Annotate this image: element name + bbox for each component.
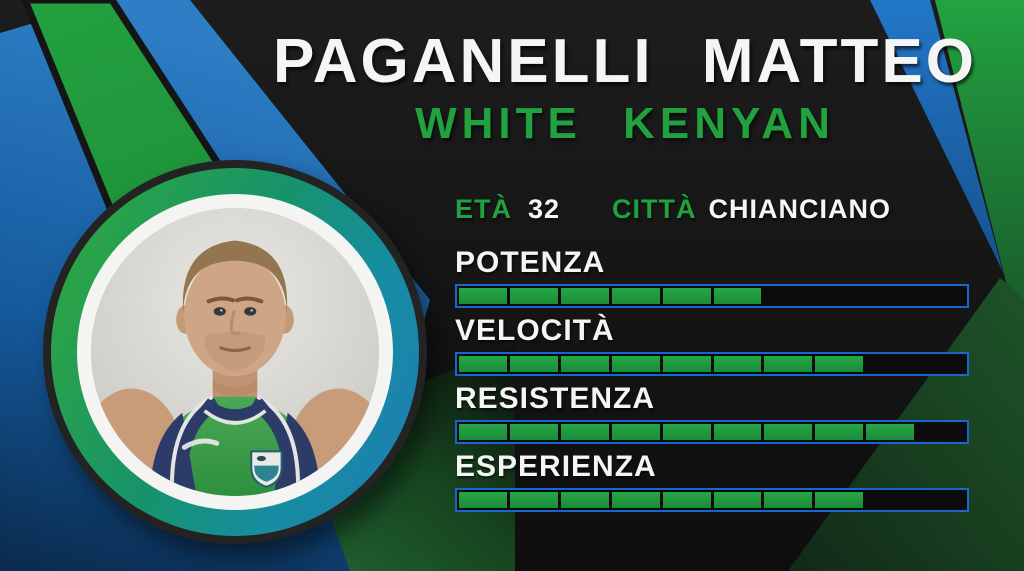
- bg-blue-stripe-top-right: [870, 0, 1003, 272]
- stat-segment-empty: [764, 288, 812, 304]
- player-nickname-subtitle: WHITE KENYAN: [415, 99, 835, 149]
- stat-bar: [455, 420, 969, 444]
- stat-segment-filled: [713, 492, 762, 508]
- player-portrait-illustration: [91, 208, 379, 496]
- stat-segment-filled: [611, 288, 660, 304]
- age-label: ETÀ: [455, 194, 512, 224]
- stat-segment-filled: [815, 356, 864, 372]
- stat-segment-filled: [560, 356, 609, 372]
- stat-segment-filled: [815, 424, 864, 440]
- stat-segment-filled: [560, 424, 609, 440]
- stat-segment-filled: [611, 424, 660, 440]
- stat-segment-filled: [662, 424, 711, 440]
- player-photo-frame: [43, 160, 427, 544]
- stat-segment-empty: [917, 492, 965, 508]
- bg-green-corner-top-right: [935, 0, 1024, 300]
- stat-label: VELOCITÀ: [455, 314, 615, 347]
- stat-segment-filled: [662, 356, 711, 372]
- stat-segment-filled: [509, 492, 558, 508]
- header: PAGANELLI MATTEO WHITE KENYAN: [230, 30, 1020, 149]
- stat-segment-filled: [662, 492, 711, 508]
- stat-segment-filled: [713, 424, 762, 440]
- stat-segment-filled: [611, 492, 660, 508]
- stat-segment-filled: [459, 424, 507, 440]
- stat-segment-filled: [764, 492, 813, 508]
- stat-segment-filled: [509, 356, 558, 372]
- stat-label: RESISTENZA: [455, 382, 656, 415]
- stat-segment-empty: [917, 424, 965, 440]
- stat-segment-empty: [917, 288, 965, 304]
- stat-bar: [455, 488, 969, 512]
- stat-bar: [455, 352, 969, 376]
- stat-segment-empty: [866, 288, 914, 304]
- stat-segment-filled: [509, 424, 558, 440]
- photo-ring-gradient: [51, 168, 419, 536]
- stat-segment-empty: [917, 356, 965, 372]
- player-name-title: PAGANELLI MATTEO: [273, 27, 977, 96]
- player-info-row: ETÀ 32 CITTÀ CHIANCIANO: [455, 194, 891, 225]
- club-crest-icon: [250, 450, 283, 488]
- stat-segment-filled: [459, 288, 507, 304]
- stat-row: RESISTENZA: [455, 384, 969, 444]
- stat-segment-filled: [560, 492, 609, 508]
- stat-label: POTENZA: [455, 246, 606, 279]
- stat-segment-filled: [764, 356, 813, 372]
- stat-row: VELOCITÀ: [455, 316, 969, 376]
- photo-ring-white: [77, 194, 393, 510]
- stat-segment-filled: [459, 492, 507, 508]
- stat-segment-filled: [764, 424, 813, 440]
- player-photo: [91, 208, 379, 496]
- stat-segment-filled: [611, 356, 660, 372]
- stat-segment-filled: [866, 424, 915, 440]
- stat-segment-filled: [459, 356, 507, 372]
- stat-segment-filled: [713, 288, 762, 304]
- city-label: CITTÀ: [612, 194, 697, 224]
- stat-bar: [455, 284, 969, 308]
- stat-row: ESPERIENZA: [455, 452, 969, 512]
- stat-segment-empty: [866, 492, 914, 508]
- bg-dark-green-center-wedge: [300, 345, 515, 571]
- city-value: CHIANCIANO: [708, 194, 892, 224]
- stat-segment-empty: [866, 356, 914, 372]
- sponsor-mark: [181, 438, 220, 450]
- stat-segment-empty: [815, 288, 863, 304]
- stat-row: POTENZA: [455, 248, 969, 308]
- stat-segment-filled: [560, 288, 609, 304]
- stat-segment-filled: [713, 356, 762, 372]
- stat-segment-filled: [509, 288, 558, 304]
- stats-list: POTENZA VELOCITÀ RESISTENZA ESPERIENZA: [455, 248, 969, 520]
- stat-segment-filled: [815, 492, 864, 508]
- stat-label: ESPERIENZA: [455, 450, 657, 483]
- age-value: 32: [528, 194, 561, 224]
- stat-segment-filled: [662, 288, 711, 304]
